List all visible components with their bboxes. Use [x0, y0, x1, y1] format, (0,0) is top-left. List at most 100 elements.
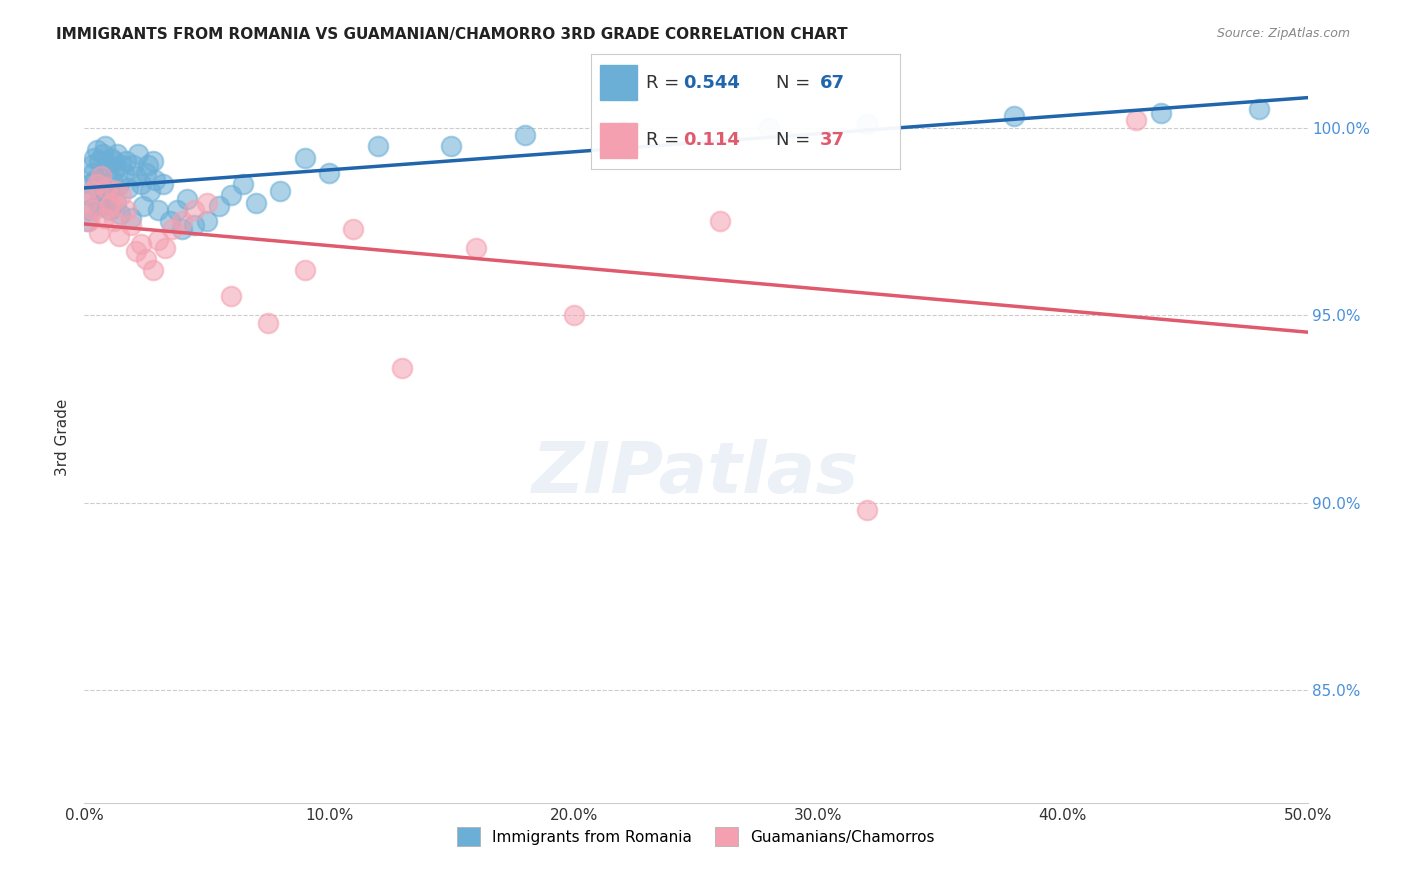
Point [117, 180, 139, 194]
Point [143, 173, 166, 187]
Point [367, 139, 389, 153]
Point [89, 199, 111, 213]
Point [93, 180, 115, 194]
Point [86, 143, 108, 157]
Point [77, 214, 100, 228]
Point [195, 195, 218, 210]
Y-axis label: 3rd Grade: 3rd Grade [55, 399, 70, 475]
Point [122, 158, 145, 172]
Point [103, 214, 125, 228]
Point [269, 185, 291, 199]
Point [612, 124, 634, 138]
Point [135, 252, 157, 266]
Point [77, 203, 100, 218]
Point [90, 169, 112, 184]
Point [98, 203, 121, 218]
Text: R =: R = [647, 131, 690, 150]
Text: Source: ZipAtlas.com: Source: ZipAtlas.com [1216, 27, 1350, 40]
Point [107, 229, 129, 244]
Point [709, 214, 731, 228]
Point [97, 158, 120, 172]
Point [87, 226, 110, 240]
Point [1125, 113, 1147, 128]
Point [142, 263, 165, 277]
Point [440, 139, 463, 153]
Point [176, 192, 198, 206]
Point [105, 185, 128, 199]
Point [79, 177, 101, 191]
Text: 0.114: 0.114 [683, 131, 740, 150]
Point [100, 195, 122, 210]
Point [342, 222, 364, 236]
Point [183, 218, 205, 232]
Point [93, 211, 115, 225]
Legend: Immigrants from Romania, Guamanians/Chamorros: Immigrants from Romania, Guamanians/Cham… [450, 820, 942, 854]
Point [115, 203, 138, 218]
Point [103, 154, 125, 169]
Point [195, 214, 218, 228]
Point [105, 147, 128, 161]
Point [90, 169, 112, 184]
Point [112, 166, 135, 180]
Point [135, 166, 157, 180]
Point [76, 195, 98, 210]
Point [82, 166, 104, 180]
Point [120, 218, 142, 232]
Text: N =: N = [776, 131, 815, 150]
Point [562, 308, 585, 322]
Point [146, 233, 169, 247]
Point [87, 154, 110, 169]
Point [120, 211, 142, 225]
Point [318, 166, 340, 180]
Text: 67: 67 [820, 73, 845, 92]
Point [172, 214, 194, 228]
Point [100, 151, 122, 165]
Point [391, 360, 413, 375]
Point [87, 195, 110, 210]
Point [152, 177, 174, 191]
Point [142, 154, 165, 169]
Point [257, 316, 280, 330]
Point [96, 180, 118, 194]
Point [84, 173, 107, 187]
Point [94, 139, 117, 153]
Point [107, 177, 129, 191]
Point [1002, 109, 1025, 123]
Point [294, 263, 316, 277]
Point [183, 203, 205, 218]
Point [245, 195, 267, 210]
Point [129, 177, 152, 191]
Point [219, 289, 242, 303]
Text: 0.544: 0.544 [683, 73, 740, 92]
Point [97, 185, 120, 199]
Point [129, 236, 152, 251]
Point [153, 241, 176, 255]
Point [219, 188, 242, 202]
Point [172, 222, 194, 236]
Text: 37: 37 [820, 131, 845, 150]
Point [132, 199, 155, 213]
Point [125, 244, 148, 259]
Point [101, 173, 124, 187]
Text: N =: N = [776, 73, 815, 92]
Point [232, 177, 254, 191]
Point [208, 199, 231, 213]
Bar [600, 65, 637, 100]
Point [758, 120, 780, 135]
Point [166, 203, 188, 218]
Point [80, 158, 103, 172]
Point [86, 177, 108, 191]
Point [513, 128, 536, 142]
Point [97, 199, 120, 213]
Point [464, 241, 486, 255]
Text: IMMIGRANTS FROM ROMANIA VS GUAMANIAN/CHAMORRO 3RD GRADE CORRELATION CHART: IMMIGRANTS FROM ROMANIA VS GUAMANIAN/CHA… [56, 27, 848, 42]
Point [162, 222, 184, 236]
Point [136, 158, 159, 172]
Text: R =: R = [647, 73, 685, 92]
Point [76, 214, 98, 228]
Point [127, 147, 149, 161]
Point [159, 214, 181, 228]
Text: ZIPatlas: ZIPatlas [533, 439, 859, 508]
Point [104, 161, 127, 176]
Point [96, 192, 118, 206]
